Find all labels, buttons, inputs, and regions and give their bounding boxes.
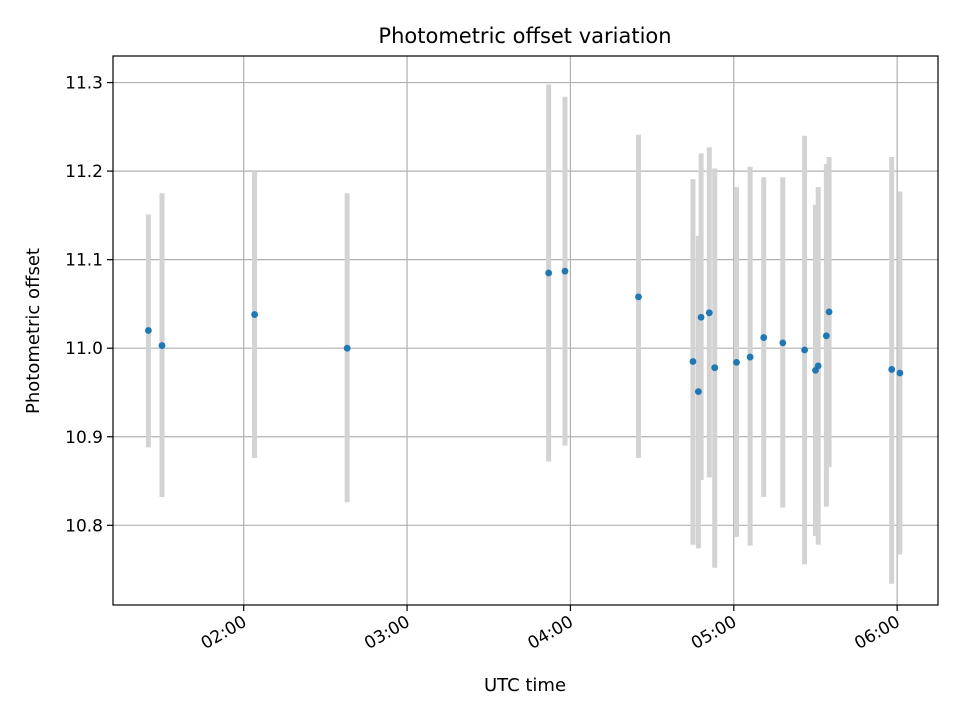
y-tick-label: 10.8 [65,516,103,536]
data-point [801,346,808,354]
y-axis-title: Photometric offset [23,248,44,414]
data-point [760,334,768,341]
data-point [779,339,787,347]
data-point [896,369,904,377]
data-point [825,308,833,316]
data-point [814,362,822,370]
data-point [689,358,697,365]
data-point [343,344,351,352]
y-tick-label: 11.0 [65,339,103,359]
data-point [888,366,896,373]
plot-frame [112,55,939,606]
data-point [251,311,258,318]
data-point [158,342,166,349]
x-axis-title: UTC time [484,675,566,696]
y-axis: 10.8 10.9 11.0 11.1 11.2 11.3 [65,74,113,536]
y-tick-label: 11.1 [65,251,103,271]
data-point [144,327,152,334]
data-point [711,364,719,372]
data-point [705,309,713,317]
data-point [635,293,642,301]
y-tick-label: 11.2 [65,162,103,182]
grid-layer [113,56,938,605]
data-point [694,388,702,395]
data-point [561,267,569,275]
point-layer [144,267,904,395]
data-point [545,269,553,277]
chart-title: Photometric offset variation [378,24,671,48]
data-point [733,358,740,366]
data-point [822,332,830,340]
data-point [697,313,705,321]
y-tick-label: 10.9 [65,428,103,448]
y-tick-label: 11.3 [65,74,103,94]
data-point [746,353,754,361]
